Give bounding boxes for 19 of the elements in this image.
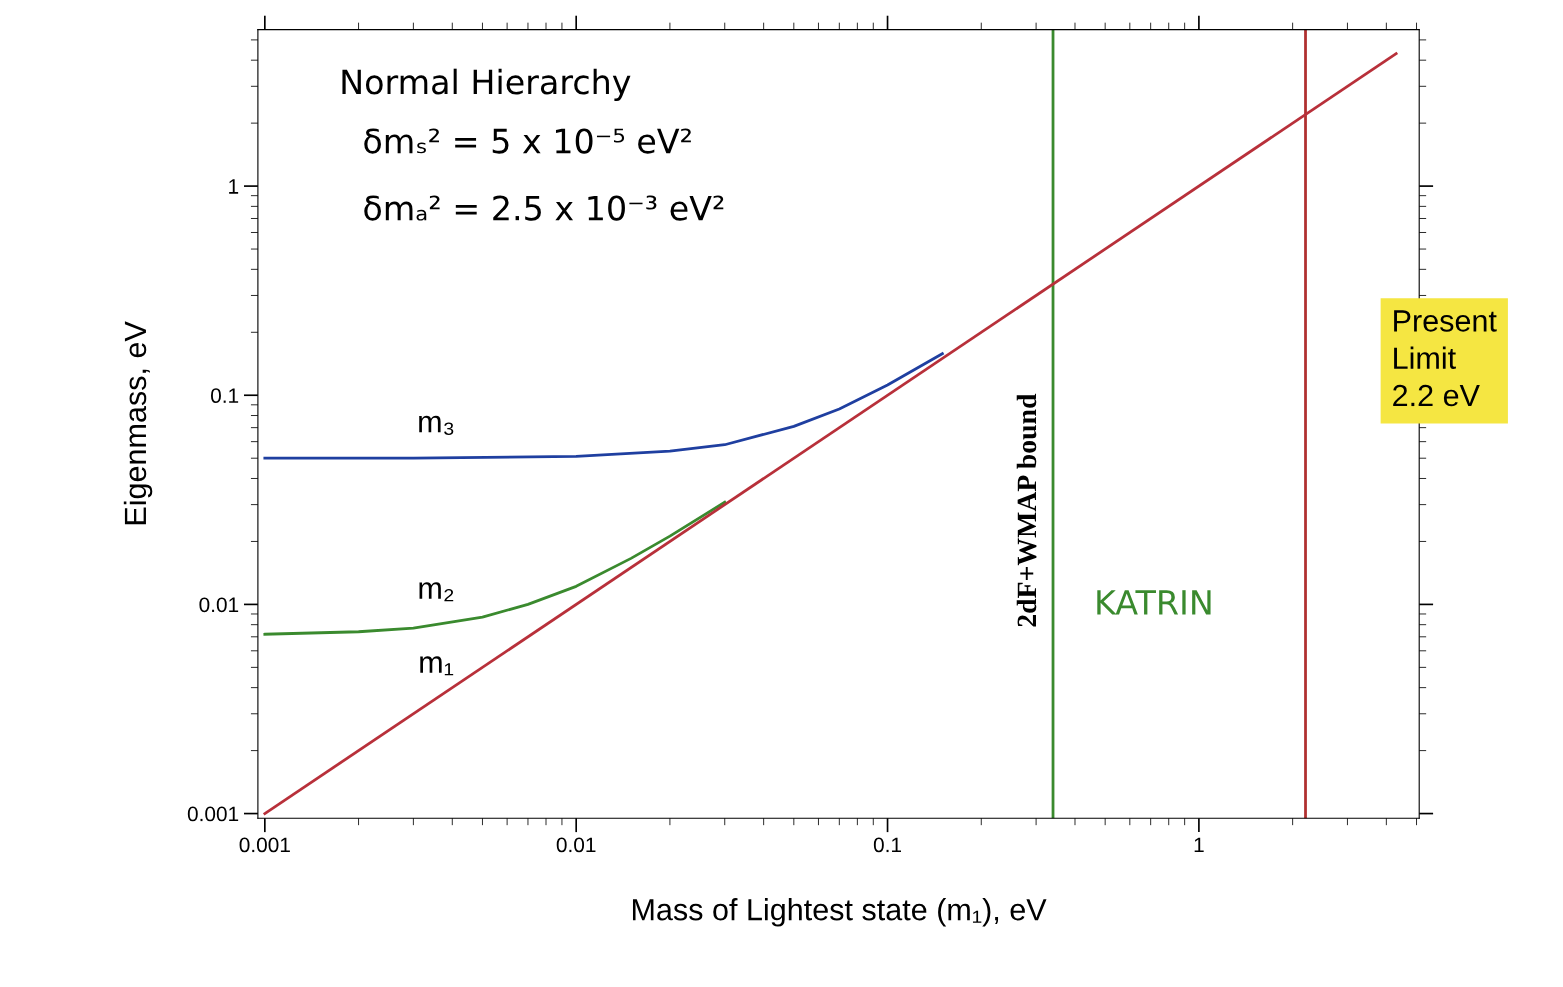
y-tick-label: 0.1 [211, 388, 239, 404]
y-tick-label: 0.01 [199, 597, 239, 613]
series-label: m₁ [420, 656, 454, 676]
y-tick-label: 0.001 [187, 806, 239, 822]
annotation: KATRIN [1097, 590, 1211, 615]
annotation: δmₐ² = 2.5 x 10⁻³ eV² [364, 195, 724, 221]
ref-line-label: Present Limit 2.2 eV [1393, 310, 1497, 407]
series-label: m₂ [419, 582, 454, 602]
x-axis-title: Mass of Lightest state (m₁), eV [632, 898, 1047, 927]
series-label: m₃ [419, 415, 454, 435]
x-tick-label: 0.001 [239, 837, 290, 853]
annotation: Normal Hierarchy [342, 68, 631, 101]
y-tick-label: 1 [229, 179, 239, 194]
x-tick-label: 0.1 [873, 837, 902, 853]
x-tick-label: 0.01 [556, 837, 596, 853]
annotation: δmₛ² = 5 x 10⁻⁵ eV² [364, 128, 691, 154]
ref-line-label: 2dF+WMAP bound [1016, 393, 1037, 627]
y-axis-title: Eigenmass, eV [123, 321, 153, 525]
x-tick-label: 1 [1194, 837, 1204, 853]
